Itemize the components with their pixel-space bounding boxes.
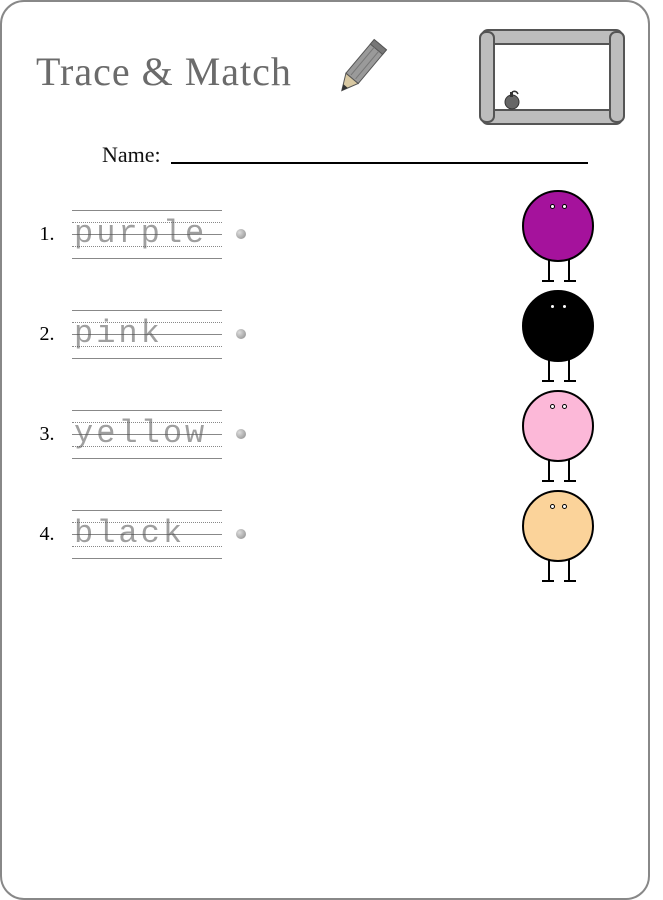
color-character[interactable] (522, 190, 606, 290)
match-dot[interactable] (236, 529, 246, 539)
character-body (522, 190, 594, 262)
character-body (522, 290, 594, 362)
pencil-icon (320, 32, 400, 112)
trace-word: pink (74, 310, 163, 358)
color-character[interactable] (522, 490, 606, 590)
trace-row: 4.black (22, 506, 246, 562)
trace-row: 3.yellow (22, 406, 246, 462)
trace-word-box[interactable]: black (72, 510, 222, 558)
character-body (522, 490, 594, 562)
row-number: 2. (22, 323, 72, 346)
match-dot[interactable] (236, 229, 246, 239)
character-legs (540, 360, 580, 388)
color-character[interactable] (522, 390, 606, 490)
trace-word-box[interactable]: pink (72, 310, 222, 358)
row-number: 1. (22, 223, 72, 246)
trace-word: black (74, 510, 185, 558)
row-number: 3. (22, 423, 72, 446)
page-title: Trace & Match (36, 48, 292, 95)
color-character[interactable] (522, 290, 606, 390)
worksheet-page: Trace & Match Name: 1.purple 2.pink 3.yell… (0, 0, 650, 900)
name-field-row: Name: (102, 142, 588, 168)
trace-word-box[interactable]: yellow (72, 410, 222, 458)
chalkboard-icon (478, 26, 626, 128)
row-number: 4. (22, 523, 72, 546)
trace-word-box[interactable]: purple (72, 210, 222, 258)
character-body (522, 390, 594, 462)
match-dot[interactable] (236, 429, 246, 439)
name-input-line[interactable] (171, 162, 588, 164)
trace-word: purple (74, 210, 207, 258)
character-legs (540, 460, 580, 488)
match-dot[interactable] (236, 329, 246, 339)
trace-row: 2.pink (22, 306, 246, 362)
character-legs (540, 260, 580, 288)
trace-word: yellow (74, 410, 207, 458)
name-label: Name: (102, 142, 161, 168)
character-legs (540, 560, 580, 588)
trace-row: 1.purple (22, 206, 246, 262)
